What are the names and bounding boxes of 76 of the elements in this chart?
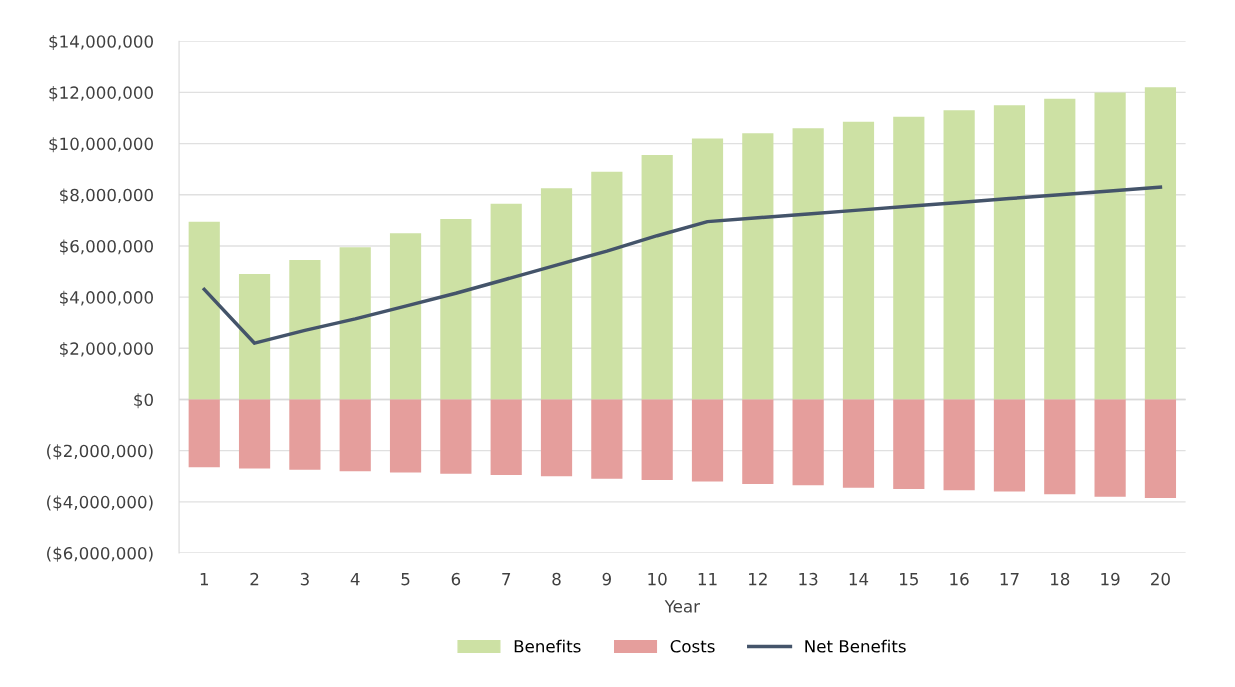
x-tick-label: 2 [250, 572, 259, 586]
bar [742, 133, 774, 400]
x-tick-label: 8 [552, 572, 561, 586]
bar [893, 116, 925, 400]
x-axis-title: Year [664, 600, 700, 613]
bar [1044, 98, 1076, 400]
y-tick-label: $8,000,000 [60, 188, 153, 204]
x-tick-label: 19 [1101, 572, 1120, 586]
bar [691, 399, 724, 482]
bar [389, 233, 422, 400]
x-tick-label: 9 [602, 572, 611, 586]
bar [339, 399, 371, 472]
x-tick-label: 3 [300, 572, 309, 586]
x-tick-label: 1 [200, 572, 208, 586]
y-tick-label: $4,000,000 [60, 290, 153, 306]
bar [238, 399, 271, 469]
bar [188, 399, 220, 468]
bar [289, 260, 321, 400]
y-tick-label: $12,000,000 [49, 86, 153, 102]
x-tick-label: 16 [950, 572, 969, 586]
y-tick-label: ($2,000,000) [47, 444, 153, 460]
bar [440, 219, 472, 400]
bar [591, 171, 623, 400]
x-tick-label: 20 [1151, 572, 1170, 586]
bar [842, 399, 875, 488]
x-tick-label: 14 [849, 572, 869, 586]
y-tick-label: $0 [134, 393, 153, 409]
legend-label: Benefits [514, 639, 581, 653]
bar [289, 399, 321, 470]
bar [490, 399, 522, 475]
x-tick-label: 13 [799, 572, 818, 586]
bar [943, 110, 975, 400]
y-tick-label: $6,000,000 [60, 239, 153, 255]
line-series [202, 185, 1163, 345]
x-tick-label: 15 [900, 572, 918, 586]
x-tick-label: 6 [451, 572, 461, 586]
y-tick-label: $10,000,000 [49, 137, 153, 153]
bar [893, 399, 925, 490]
bar [641, 155, 673, 400]
bar [792, 399, 824, 486]
bar [188, 221, 220, 400]
bar [993, 105, 1026, 400]
x-tick-label: 5 [401, 572, 410, 586]
legend-label: Costs [670, 639, 715, 653]
bar [591, 399, 623, 479]
bar [742, 399, 774, 484]
x-tick-label: 4 [350, 572, 360, 586]
y-tick-label: $14,000,000 [49, 34, 153, 50]
bar [993, 399, 1026, 492]
x-tick-label: 12 [749, 572, 767, 586]
bar [1094, 399, 1126, 497]
legend-label: Net Benefits [805, 639, 906, 653]
bar [440, 399, 472, 474]
x-tick-label: 17 [1000, 572, 1019, 586]
bar [1094, 92, 1126, 400]
bar [641, 399, 673, 481]
bar [792, 128, 824, 400]
x-tick-label: 10 [648, 572, 667, 586]
bar [238, 274, 271, 400]
y-tick-label: ($6,000,000) [47, 546, 153, 562]
bar [540, 399, 573, 477]
bar [540, 188, 573, 400]
y-tick-label: ($4,000,000) [47, 495, 153, 511]
x-tick-label: 11 [698, 572, 717, 586]
bar [1144, 87, 1177, 400]
bar [691, 138, 724, 400]
bar [1044, 399, 1076, 495]
bar [339, 247, 371, 400]
bar [1144, 399, 1177, 499]
x-tick-label: 18 [1051, 572, 1070, 586]
bar [389, 399, 422, 473]
bar [943, 399, 975, 491]
bar [842, 121, 875, 400]
bar [490, 203, 522, 400]
x-tick-label: 7 [502, 572, 511, 586]
y-tick-label: $2,000,000 [60, 341, 153, 358]
